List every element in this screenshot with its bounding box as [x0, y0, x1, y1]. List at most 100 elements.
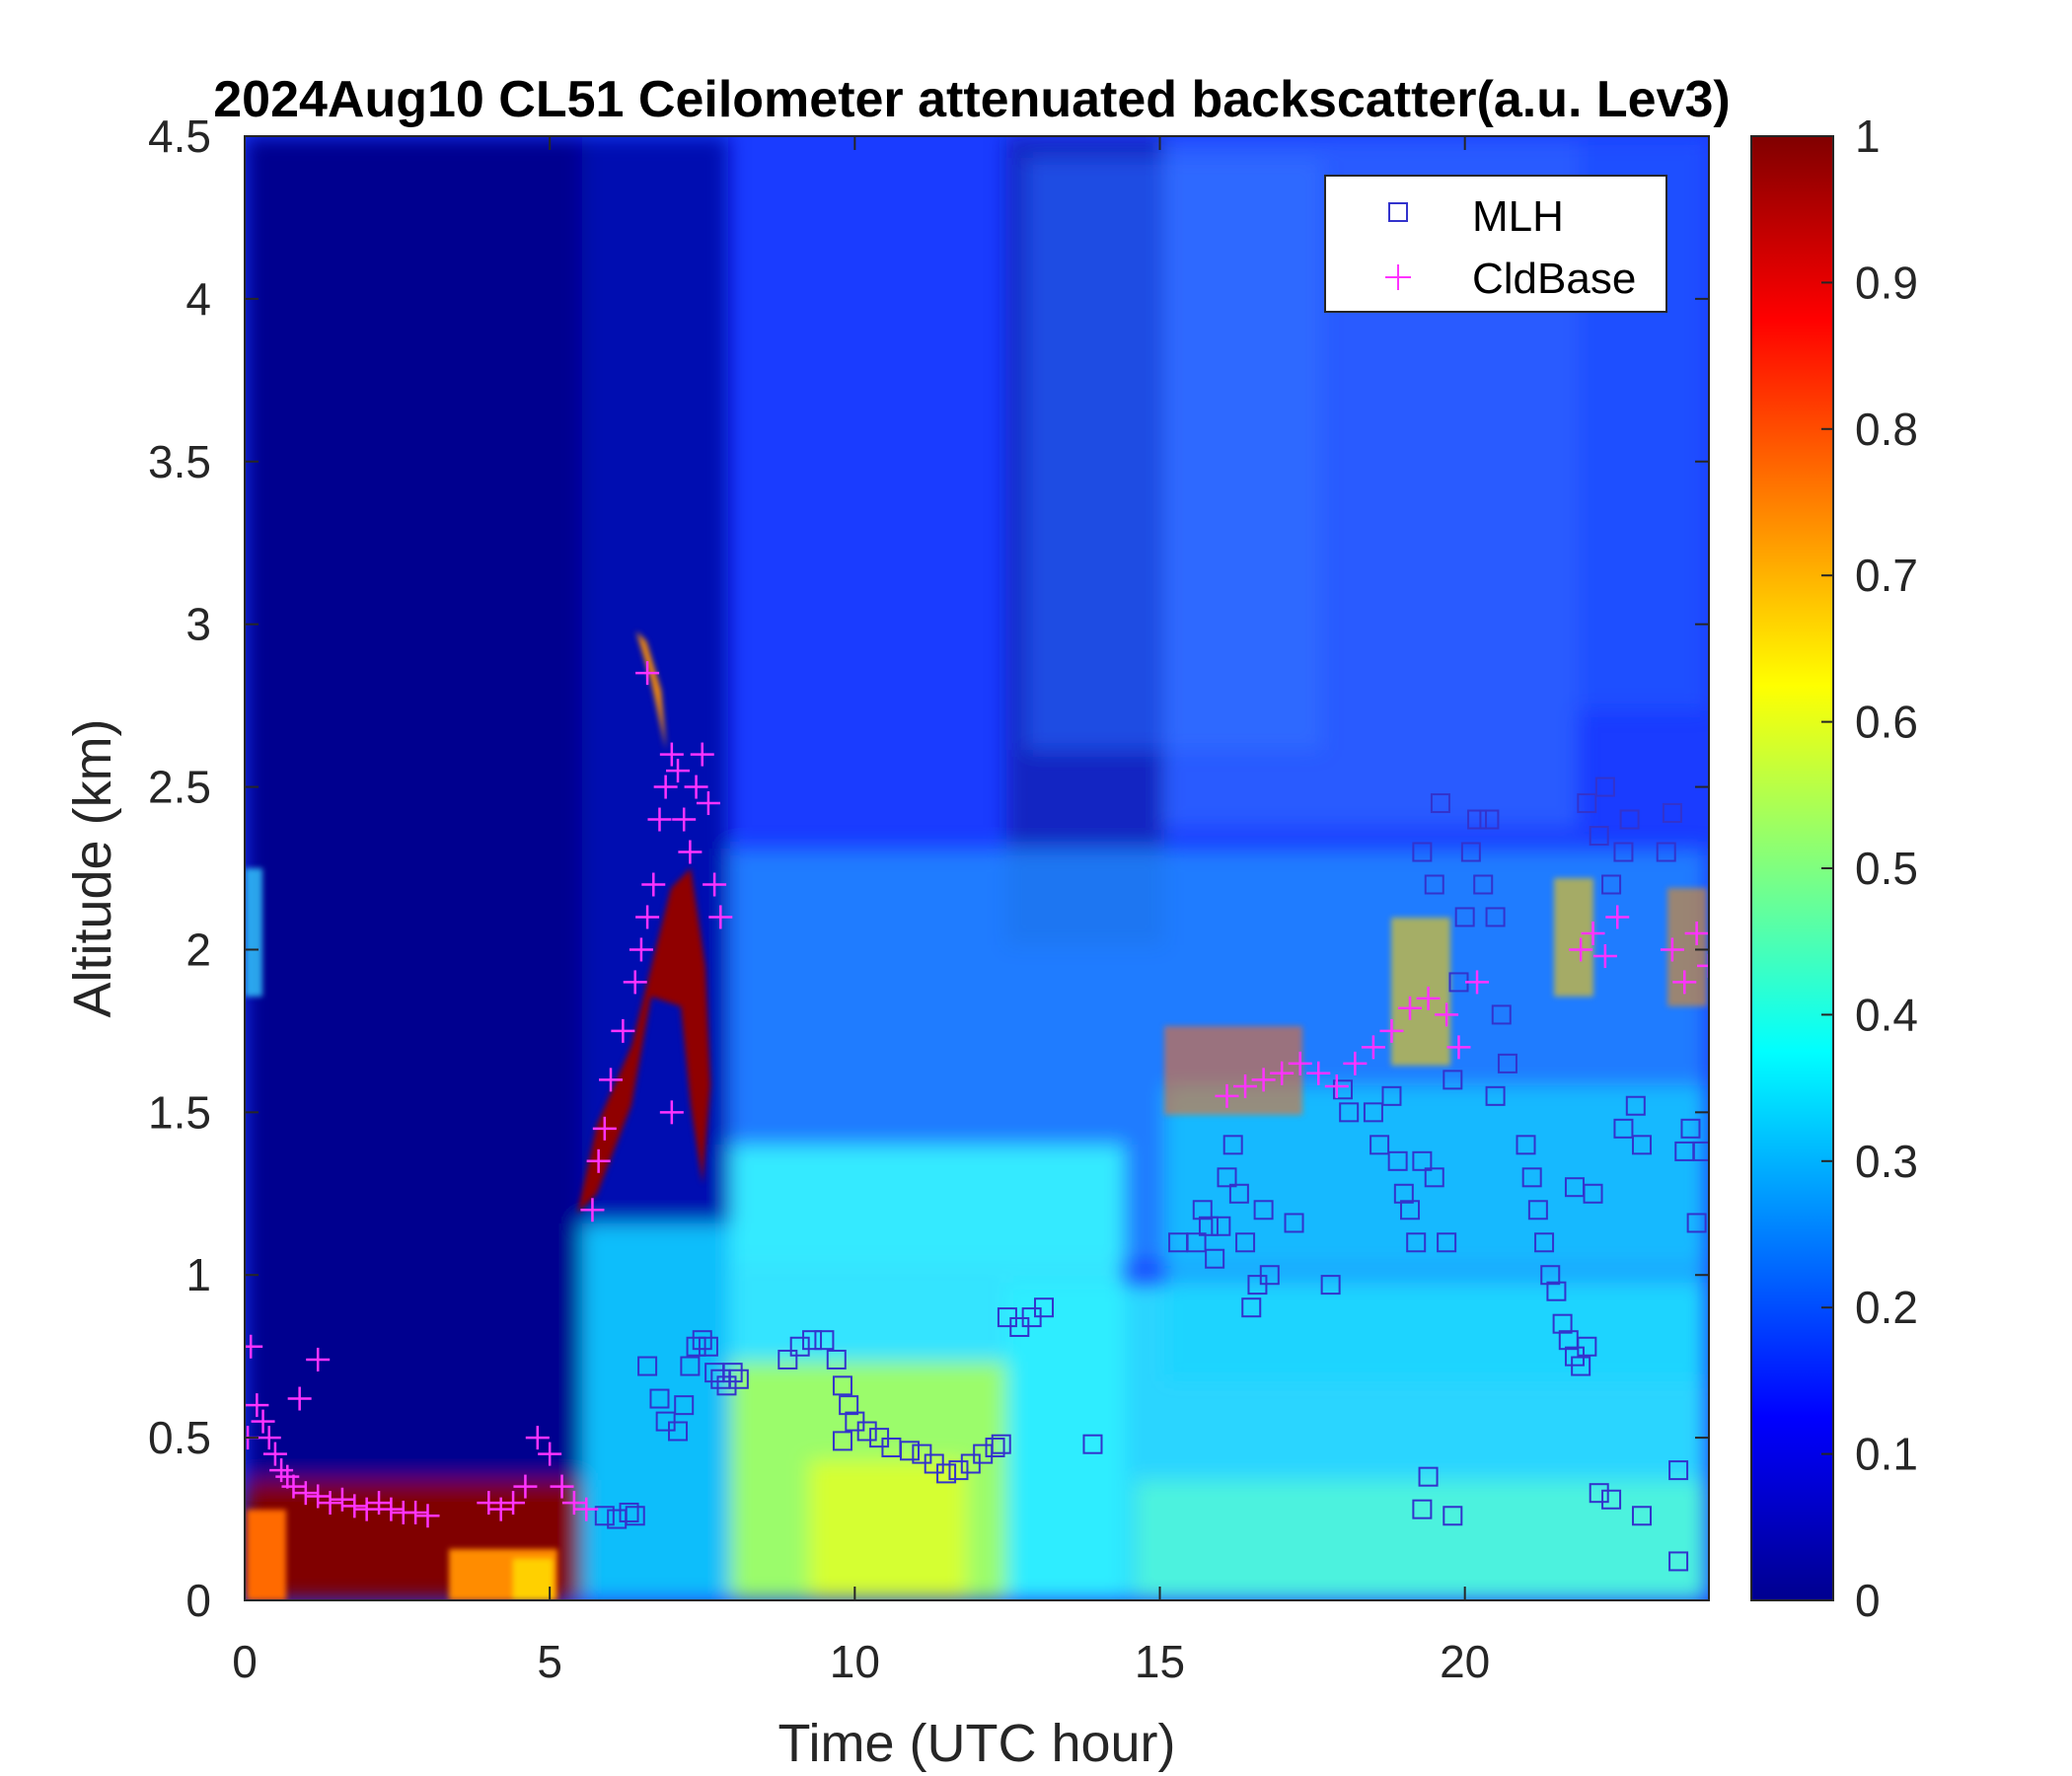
cldbase-point: [684, 775, 708, 799]
mlh-point: [1430, 793, 1450, 814]
mlh-point: [839, 1395, 859, 1416]
mlh-point: [1619, 809, 1640, 830]
mlh-point: [777, 1349, 798, 1369]
legend: MLH CldBase: [1324, 175, 1667, 313]
mlh-point: [1333, 1079, 1353, 1100]
mlh-point: [1668, 1551, 1689, 1572]
mlh-point: [1424, 1167, 1444, 1188]
cldbase-point: [1446, 1035, 1471, 1060]
legend-cldbase-marker: [1385, 264, 1411, 290]
cldbase-point: [1435, 1002, 1459, 1027]
mlh-point: [1473, 874, 1494, 895]
cldbase-point: [629, 937, 653, 962]
legend-cldbase-label: CldBase: [1472, 255, 1636, 303]
mlh-point: [1577, 1336, 1597, 1357]
mlh-point: [1692, 1141, 1709, 1161]
colorbar-tick-label: 0.9: [1855, 257, 1918, 308]
mlh-point: [1235, 1232, 1256, 1253]
cldbase-point: [586, 1148, 611, 1173]
colorbar-tick-label: 0.8: [1855, 404, 1918, 455]
mlh-point: [1443, 1506, 1463, 1526]
cldbase-point: [501, 1491, 526, 1516]
colorbar-tick-label: 1: [1855, 111, 1881, 162]
mlh-point: [1497, 1053, 1517, 1073]
cldbase-point: [550, 1474, 574, 1499]
mlh-point: [985, 1438, 1005, 1458]
mlh-point: [1540, 1265, 1561, 1286]
mlh-point: [1662, 802, 1682, 823]
mlh-point: [1601, 874, 1622, 895]
mlh-point: [1198, 1216, 1219, 1236]
cldbase-point: [574, 1497, 599, 1521]
mlh-point: [1034, 1297, 1055, 1318]
y-tick-label: 3: [185, 599, 211, 650]
cldbase-point: [262, 1442, 287, 1466]
mlh-point: [1387, 1150, 1408, 1171]
cldbase-point: [1416, 986, 1441, 1010]
mlh-point: [1601, 1489, 1622, 1510]
cldbase-point: [696, 791, 720, 816]
x-tick-label: 20: [1440, 1636, 1490, 1687]
mlh-point: [1485, 907, 1506, 927]
y-axis-label: Altitude (km): [63, 718, 122, 1017]
cldbase-point: [1697, 953, 1709, 978]
backscatter-heatmap: [245, 136, 1709, 1600]
cldbase-point: [623, 970, 647, 995]
mlh-point: [856, 1421, 877, 1442]
mlh-point: [1577, 793, 1597, 814]
mlh-point: [1534, 1232, 1555, 1253]
cldbase-point: [330, 1487, 354, 1512]
cldbase-point: [708, 905, 733, 929]
mlh-point: [948, 1460, 969, 1481]
cldbase-point: [1343, 1051, 1368, 1075]
cldbase-point: [477, 1491, 501, 1516]
mlh-point: [1680, 1118, 1701, 1139]
cldbase-point: [1251, 1068, 1276, 1092]
mlh-point: [991, 1434, 1011, 1454]
mlh-point: [1589, 1483, 1609, 1504]
mlh-point: [1393, 1183, 1414, 1204]
cldbase-point: [251, 1409, 275, 1434]
cldbase-point: [1361, 1035, 1385, 1060]
cldbase-point: [659, 1100, 684, 1125]
cldbase-point: [1569, 937, 1593, 962]
cldbase-point: [306, 1484, 331, 1509]
mlh-point: [619, 1502, 639, 1522]
cldbase-point: [306, 1347, 331, 1371]
mlh-point: [728, 1369, 749, 1389]
colorbar-tick-label: 0.7: [1855, 550, 1918, 601]
cldbase-point: [592, 1116, 617, 1141]
mlh-point: [1412, 842, 1433, 862]
mlh-point: [692, 1330, 712, 1351]
mlh-point: [1228, 1183, 1249, 1204]
mlh-point: [1552, 1313, 1573, 1334]
mlh-point: [1412, 1499, 1433, 1519]
mlh-point: [1485, 1085, 1506, 1106]
cldbase-point: [354, 1497, 379, 1521]
cldbase-point: [635, 905, 660, 929]
mlh-point: [1656, 842, 1676, 862]
mlh-point: [1437, 1232, 1457, 1253]
cldbase-point: [293, 1481, 318, 1506]
x-tick-label: 10: [830, 1636, 880, 1687]
cldbase-point: [488, 1497, 513, 1521]
y-tick-label: 4: [185, 273, 211, 325]
mlh-point: [826, 1349, 847, 1369]
mlh-point: [625, 1506, 645, 1526]
mlh-point: [899, 1441, 920, 1461]
cldbase-point: [599, 1068, 623, 1092]
cldbase-point: [404, 1500, 428, 1524]
cldbase-point: [1605, 905, 1630, 929]
mlh-point: [1625, 1095, 1646, 1116]
mlh-point: [1082, 1434, 1103, 1454]
mlh-point: [1527, 1200, 1548, 1221]
legend-mlh-marker: [1388, 202, 1408, 222]
mlh-point: [1381, 1085, 1402, 1106]
mlh-point: [1406, 1232, 1427, 1253]
cldbase-point: [367, 1491, 392, 1516]
mlh-point: [698, 1336, 718, 1357]
mlh-point: [1320, 1275, 1341, 1295]
mlh-point: [1369, 1135, 1390, 1155]
cldbase-point: [513, 1474, 538, 1499]
mlh-point: [668, 1421, 689, 1442]
